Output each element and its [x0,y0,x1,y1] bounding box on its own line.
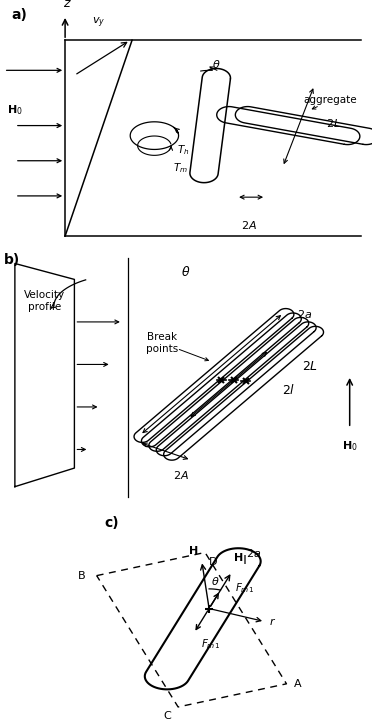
Text: b): b) [4,253,20,267]
Text: $r$: $r$ [269,616,276,627]
Text: $z$: $z$ [62,0,71,10]
Text: A: A [294,678,302,689]
Text: $\theta$: $\theta$ [211,574,219,587]
Text: $T_m$: $T_m$ [173,161,188,175]
Text: B: B [78,571,86,581]
Text: $2L$: $2L$ [326,117,340,129]
Text: $2a$: $2a$ [246,547,261,559]
Text: a): a) [11,7,27,22]
Text: $\mathbf{H}$: $\mathbf{H}$ [188,544,198,556]
Text: $T_h$: $T_h$ [177,143,189,157]
Text: $\theta$: $\theta$ [212,58,221,71]
Text: $v_y$: $v_y$ [92,16,105,30]
Text: $\theta$: $\theta$ [181,266,191,280]
Text: $\mathbf{H}_{\|}$: $\mathbf{H}_{\|}$ [233,552,248,567]
Text: Break
points: Break points [146,333,178,354]
Text: $2a$: $2a$ [297,309,312,320]
Text: $2L$: $2L$ [302,360,318,373]
Text: c): c) [104,516,119,530]
Text: aggregate: aggregate [304,95,357,106]
Text: $F_{m1}$: $F_{m1}$ [201,638,220,652]
Text: $2A$: $2A$ [241,218,256,231]
Text: $2l$: $2l$ [282,383,296,397]
Text: Velocity
profile: Velocity profile [24,290,65,312]
Text: $\mathbf{H}_0$: $\mathbf{H}_0$ [7,103,23,117]
Text: C: C [163,711,171,721]
Text: D: D [209,557,217,567]
Text: $\mathbf{H}_0$: $\mathbf{H}_0$ [342,439,357,453]
Text: $2A$: $2A$ [173,470,189,481]
Text: $F_{m1}$: $F_{m1}$ [235,581,254,595]
